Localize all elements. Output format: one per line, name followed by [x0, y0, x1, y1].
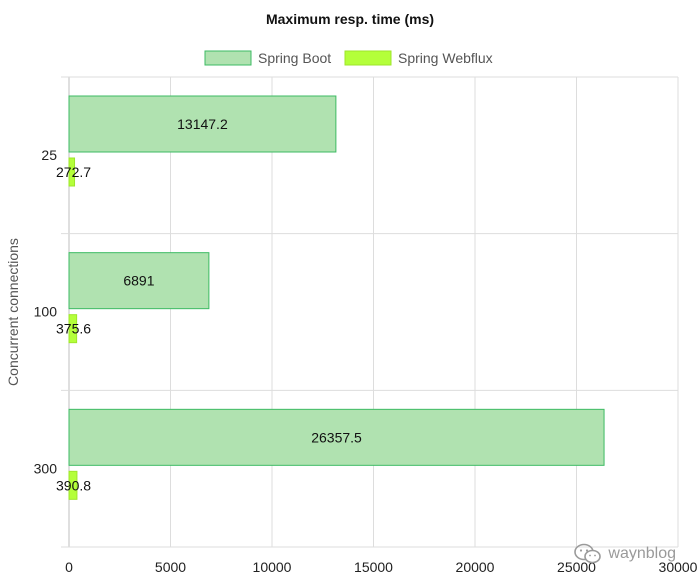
x-tick-label-3: 15000: [354, 559, 393, 575]
watermark: waynblog: [574, 543, 676, 565]
legend-swatch-0: [205, 51, 251, 65]
bars: 13147.2 272.7 6891 375.6 26357.5 390.8: [56, 96, 604, 499]
category-label-0: 25: [41, 147, 57, 163]
legend-label-1: Spring Webflux: [398, 50, 493, 66]
watermark-text: waynblog: [608, 545, 676, 563]
x-tick-label-2: 10000: [253, 559, 292, 575]
data-label-1-0: 272.7: [56, 164, 91, 180]
data-label-0-2: 26357.5: [311, 429, 362, 445]
x-tick-label-1: 5000: [155, 559, 186, 575]
legend: Spring Boot Spring Webflux: [205, 50, 493, 66]
data-label-1-2: 390.8: [56, 477, 91, 493]
data-label-1-1: 375.6: [56, 321, 91, 337]
legend-swatch-1: [345, 51, 391, 65]
category-label-2: 300: [34, 460, 58, 476]
legend-label-0: Spring Boot: [258, 50, 331, 66]
y-axis-categories: 25 100 300: [34, 147, 58, 476]
chart-title: Maximum resp. time (ms): [266, 11, 434, 27]
wechat-icon: [574, 543, 602, 565]
x-tick-label-4: 20000: [456, 559, 495, 575]
x-tick-label-0: 0: [65, 559, 73, 575]
y-axis-title: Concurrent connections: [5, 238, 21, 386]
category-label-1: 100: [34, 304, 58, 320]
data-label-0-0: 13147.2: [177, 116, 228, 132]
data-label-0-1: 6891: [123, 273, 154, 289]
